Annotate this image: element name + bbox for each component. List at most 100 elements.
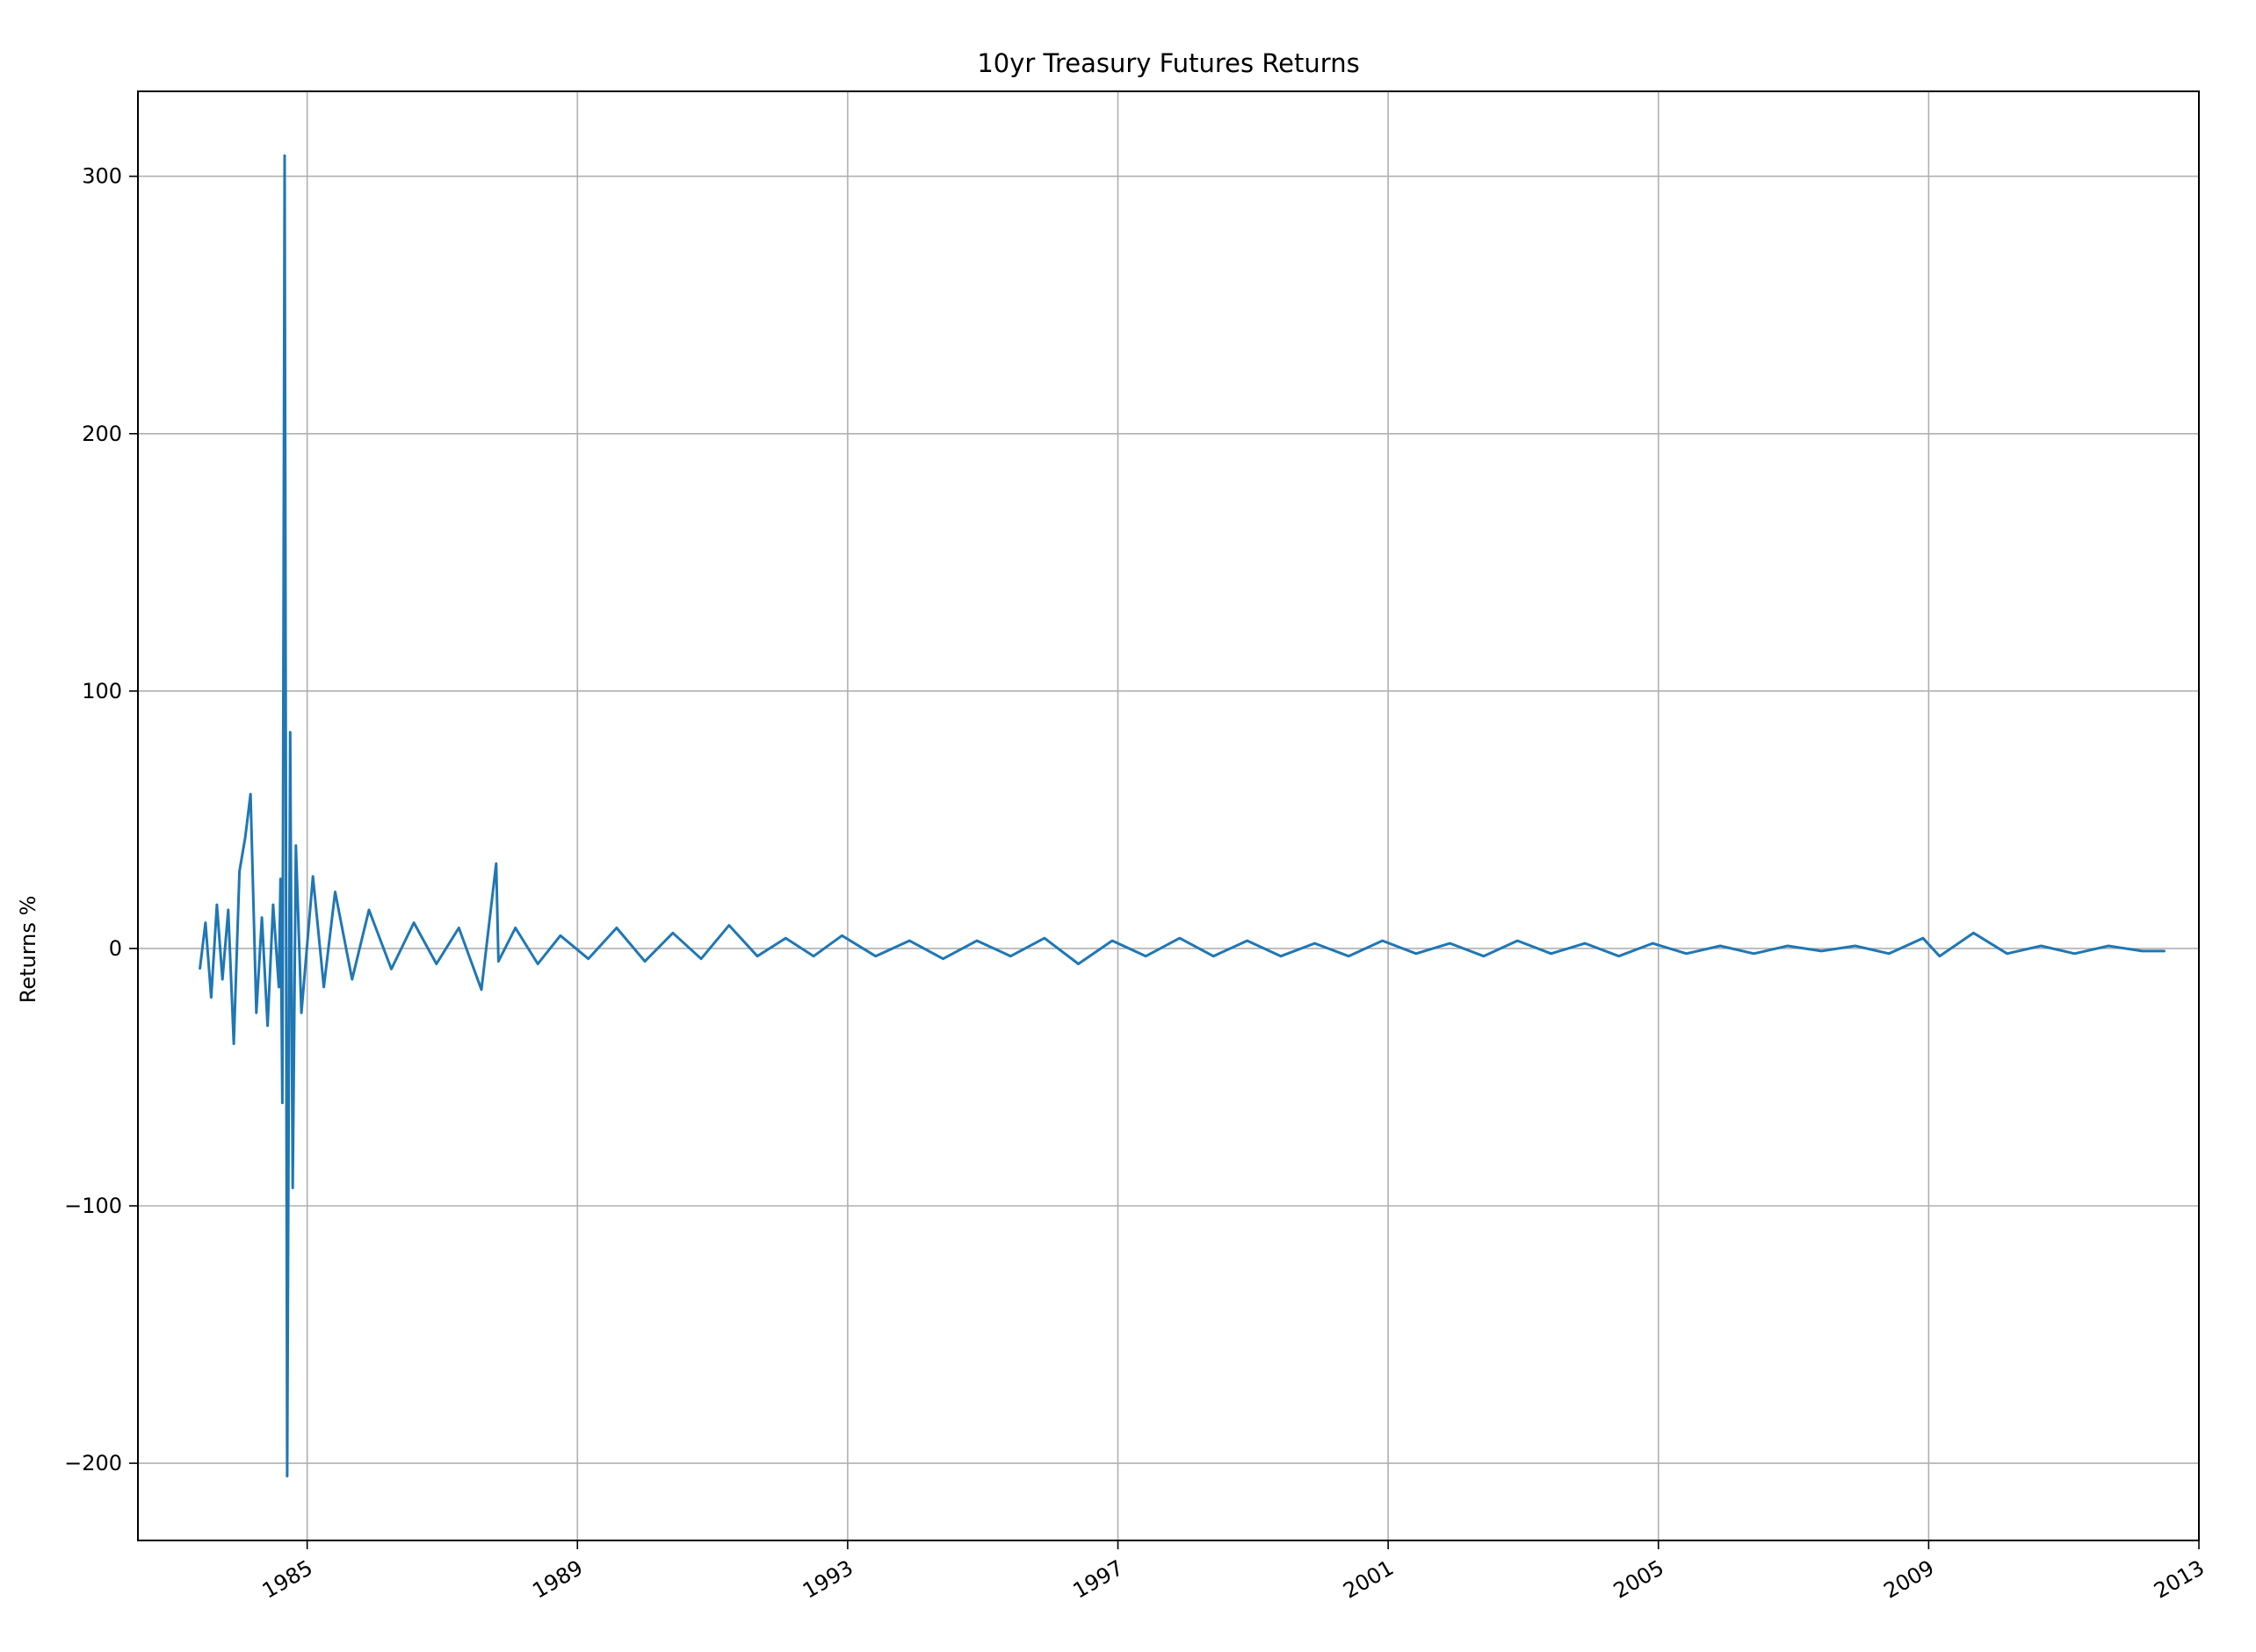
- data-point: [284, 155, 286, 157]
- data-point: [435, 963, 437, 965]
- y-axis-label: Returns %: [16, 896, 40, 1004]
- data-point: [1313, 942, 1316, 944]
- plot-frame: [137, 90, 2200, 1541]
- data-point: [1753, 952, 1755, 955]
- chart-title: 10yr Treasury Futures Returns: [977, 48, 1359, 78]
- data-point: [1685, 952, 1688, 955]
- data-point: [2040, 945, 2043, 947]
- data-point: [458, 927, 460, 929]
- data-point: [312, 876, 315, 877]
- data-point: [272, 904, 274, 905]
- data-point: [1077, 963, 1080, 965]
- data-point: [756, 955, 758, 957]
- data-point: [351, 978, 353, 980]
- data-point: [495, 862, 497, 865]
- data-point: [233, 1042, 235, 1045]
- data-point: [1212, 955, 1215, 957]
- data-point: [278, 986, 280, 988]
- data-point: [813, 955, 815, 957]
- data-point: [279, 877, 282, 880]
- data-point: [205, 921, 206, 924]
- data-point: [1820, 950, 1823, 952]
- data-point: [514, 927, 517, 929]
- data-point: [2006, 952, 2008, 955]
- data-point: [286, 1475, 288, 1477]
- data-point: [644, 960, 646, 963]
- data-point: [537, 963, 539, 965]
- data-point: [390, 968, 393, 970]
- data-point: [1719, 945, 1721, 947]
- data-point: [1516, 940, 1519, 941]
- data-point: [300, 1012, 302, 1014]
- data-point: [1415, 952, 1417, 955]
- data-point: [289, 731, 292, 733]
- data-point: [1888, 952, 1891, 955]
- data-point: [1145, 955, 1147, 957]
- data-point: [1617, 955, 1620, 957]
- data-point: [255, 1012, 257, 1014]
- data-point: [1584, 942, 1587, 944]
- data-point: [1449, 942, 1451, 944]
- data-point: [1787, 945, 1789, 947]
- data-point: [1044, 937, 1045, 940]
- y-tick-label: 100: [82, 679, 122, 703]
- data-point: [2141, 950, 2144, 952]
- data-point: [238, 870, 241, 872]
- data-point: [1348, 955, 1349, 957]
- data-point: [1280, 955, 1282, 957]
- data-point: [1009, 955, 1012, 957]
- data-point: [292, 1187, 294, 1189]
- data-point: [334, 891, 336, 893]
- data-point: [497, 960, 500, 963]
- y-axis-ticks: −200 −100 0 100 200 300: [64, 164, 138, 1475]
- y-tick-label: 0: [109, 936, 122, 961]
- data-point: [908, 940, 911, 941]
- data-point: [785, 937, 787, 940]
- data-point: [249, 793, 252, 795]
- data-point: [281, 1101, 284, 1104]
- data-point: [199, 968, 201, 970]
- data-point: [244, 837, 246, 839]
- y-tick-label: −200: [64, 1451, 122, 1475]
- data-point: [210, 996, 213, 999]
- y-tick-label: 200: [82, 422, 122, 446]
- data-point: [1381, 940, 1384, 941]
- data-point: [1246, 940, 1248, 941]
- data-point: [294, 844, 297, 847]
- data-point: [368, 909, 370, 911]
- data-point: [841, 934, 843, 937]
- y-tick-label: −100: [64, 1194, 122, 1218]
- data-point: [1938, 955, 1941, 957]
- data-point: [1652, 942, 1654, 944]
- data-point: [2164, 950, 2166, 952]
- data-point: [481, 988, 482, 991]
- data-point: [221, 978, 224, 980]
- series-group: [199, 154, 2166, 1478]
- data-point: [322, 986, 325, 988]
- data-point: [1178, 937, 1181, 940]
- data-point: [700, 957, 702, 960]
- data-point: [1972, 932, 1975, 934]
- data-point: [587, 957, 589, 960]
- data-point: [2073, 952, 2076, 955]
- data-point: [942, 957, 944, 960]
- data-point: [1922, 937, 1924, 940]
- data-point: [1550, 952, 1552, 955]
- data-point: [560, 934, 561, 937]
- data-point: [672, 932, 674, 934]
- data-point: [728, 924, 730, 927]
- data-point: [266, 1025, 269, 1027]
- data-point: [261, 916, 263, 919]
- data-point: [227, 909, 229, 911]
- data-point: [874, 955, 877, 957]
- data-point: [413, 921, 415, 924]
- data-point: [2108, 945, 2110, 947]
- data-point: [1854, 945, 1856, 947]
- y-tick-label: 300: [82, 164, 122, 189]
- data-point: [1482, 955, 1485, 957]
- data-point: [976, 940, 978, 941]
- grid-lines: [138, 91, 2200, 1540]
- data-point: [216, 904, 218, 905]
